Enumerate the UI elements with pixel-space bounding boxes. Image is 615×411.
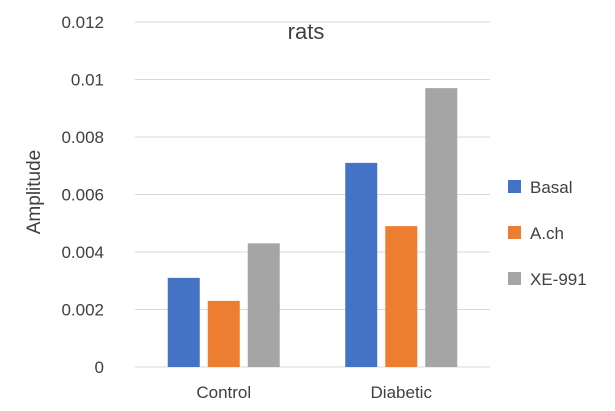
y-axis-title: Amplitude: [24, 150, 45, 235]
legend: Basal A.ch XE-991: [508, 178, 587, 289]
bar-a-ch-control: [207, 300, 240, 367]
bars: [167, 88, 458, 367]
bar-xe-991-diabetic: [425, 88, 458, 367]
y-tick-label: 0.006: [61, 186, 104, 205]
x-tick-label: Diabetic: [371, 383, 433, 402]
y-tick-label: 0.01: [71, 71, 104, 90]
legend-swatch: [508, 226, 521, 239]
y-tick-label: 0.008: [61, 128, 104, 147]
x-tick-labels: Control Diabetic: [196, 383, 432, 402]
bar-basal-control: [167, 277, 200, 367]
chart-title: rats: [288, 19, 325, 44]
y-tick-label: 0.004: [61, 243, 104, 262]
legend-label: Basal: [530, 178, 573, 197]
legend-swatch: [508, 272, 521, 285]
bar-basal-diabetic: [345, 162, 378, 367]
x-tick-label: Control: [196, 383, 251, 402]
bar-xe-991-control: [247, 243, 280, 367]
legend-label: A.ch: [530, 224, 564, 243]
bar-a-ch-diabetic: [385, 226, 418, 367]
y-tick-label: 0.012: [61, 13, 104, 32]
legend-swatch: [508, 180, 521, 193]
legend-label: XE-991: [530, 270, 587, 289]
y-tick-label: 0.002: [61, 301, 104, 320]
y-tick-labels: 0 0.002 0.004 0.006 0.008 0.01 0.012: [61, 13, 104, 377]
y-tick-label: 0: [95, 358, 104, 377]
